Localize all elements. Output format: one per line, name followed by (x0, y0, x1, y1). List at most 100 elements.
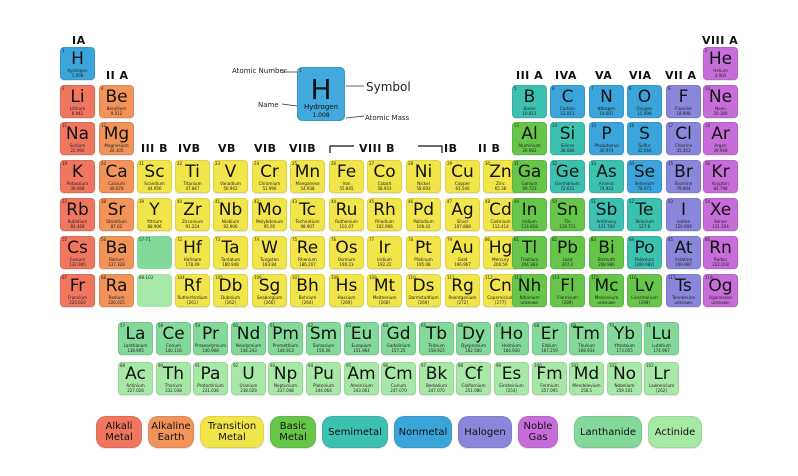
element-cell-bk[interactable]: 97 Bk Berkelium 247.070 (419, 362, 454, 395)
element-cell-tb[interactable]: 65 Tb Terbium 158.925 (419, 322, 454, 355)
element-cell-es[interactable]: 99 Es Einsteinium [254] (494, 362, 529, 395)
element-cell-pm[interactable]: 61 Pm Promethium 144.913 (268, 322, 303, 355)
element-cell-ts[interactable]: 117 Ts Tennessine unknown (666, 274, 701, 307)
element-cell-zr[interactable]: 40 Zr Zirconium 91.224 (175, 198, 210, 231)
element-cell-cl[interactable]: 17 Cl Chlorine 35.453 (666, 122, 701, 155)
element-cell-mc[interactable]: 115 Mc Moscovium unknown (589, 274, 624, 307)
element-cell-mo[interactable]: 42 Mo Molybdenum 95.95 (252, 198, 287, 231)
element-cell-th[interactable]: 90 Th Thorium 232.038 (156, 362, 191, 395)
element-cell-xe[interactable]: 54 Xe Xenon 131.294 (703, 198, 738, 231)
element-cell-fr[interactable]: 87 Fr Francium 223.020 (60, 274, 95, 307)
element-cell-ir[interactable]: 77 Ir Iridium 192.22 (367, 236, 402, 269)
element-cell-ar[interactable]: 18 Ar Argon 39.948 (703, 122, 738, 155)
element-cell-md[interactable]: 101 Md Mendelevium 258.1 (569, 362, 604, 395)
element-cell-au[interactable]: 79 Au Gold 196.967 (445, 236, 480, 269)
element-cell-ba[interactable]: 56 Ba Barium 137.328 (99, 236, 134, 269)
element-cell-fl[interactable]: 114 Fl Flerovium [289] (550, 274, 585, 307)
element-cell-w[interactable]: 74 W Tungsten 183.84 (252, 236, 287, 269)
element-cell-ru[interactable]: 44 Ru Ruthenium 101.07 (329, 198, 364, 231)
element-cell-be[interactable]: 4 Be Beryllium 9.012 (99, 85, 134, 118)
element-cell-br[interactable]: 35 Br Bromine 79.904 (666, 160, 701, 193)
element-cell-sc[interactable]: 21 Sc Scandium 44.956 (137, 160, 172, 193)
element-cell-lr[interactable]: 103 Lr Lawrencium [262] (644, 362, 679, 395)
element-cell-he[interactable]: 2 He Helium 4.003 (703, 47, 738, 80)
element-cell-pa[interactable]: 91 Pa Protactinium 231.036 (193, 362, 228, 395)
element-cell-as[interactable]: 33 As Arsenic 74.922 (589, 160, 624, 193)
element-cell-kr[interactable]: 36 Kr Krypton 84.798 (703, 160, 738, 193)
element-cell-ds[interactable]: 110 Ds Darmstadtium [269] (406, 274, 441, 307)
element-cell-ga[interactable]: 31 Ga Gallium 69.723 (512, 160, 547, 193)
element-cell-u[interactable]: 92 U Uranium 238.029 (231, 362, 266, 395)
element-cell-ne[interactable]: 10 Ne Neon 20.180 (703, 85, 738, 118)
element-cell-ti[interactable]: 22 Ti Titanium 47.867 (175, 160, 210, 193)
element-cell-og[interactable]: 118 Og Oganesson unknown (703, 274, 738, 307)
element-cell-s[interactable]: 16 S Sulfur 32.066 (627, 122, 662, 155)
element-cell-ce[interactable]: 58 Ce Cerium 140.116 (156, 322, 191, 355)
element-cell-re[interactable]: 75 Re Rhenium 186.207 (290, 236, 325, 269)
element-cell-b[interactable]: 5 B Boron 10.811 (512, 85, 547, 118)
element-cell-bh[interactable]: 107 Bh Bohrium [264] (290, 274, 325, 307)
element-cell-co[interactable]: 27 Co Cobalt 58.933 (367, 160, 402, 193)
element-cell-at[interactable]: 85 At Astatine 209.987 (666, 236, 701, 269)
element-cell-v[interactable]: 23 V Vanadium 50.942 (213, 160, 248, 193)
element-cell-ge[interactable]: 32 Ge Germanium 72.631 (550, 160, 585, 193)
element-cell-er[interactable]: 68 Er Erbium 167.259 (532, 322, 567, 355)
element-cell-n[interactable]: 7 N Nitrogen 14.007 (589, 85, 624, 118)
element-cell-mn[interactable]: 25 Mn Manganese 54.938 (290, 160, 325, 193)
element-cell-k[interactable]: 19 K Potassium 39.098 (60, 160, 95, 193)
element-cell-in[interactable]: 49 In Indium 114.818 (512, 198, 547, 231)
element-cell-ta[interactable]: 73 Ta Tantalum 180.948 (213, 236, 248, 269)
element-cell-eu[interactable]: 63 Eu Europium 151.964 (344, 322, 379, 355)
element-cell-cf[interactable]: 98 Cf Californium 251.080 (456, 362, 491, 395)
element-cell-yb[interactable]: 70 Yb Ytterbium 173.055 (607, 322, 642, 355)
element-cell-i[interactable]: 53 I Iodine 126.904 (666, 198, 701, 231)
element-cell-ac[interactable]: 89 Ac Actinium 227.028 (118, 362, 153, 395)
element-cell-cm[interactable]: 96 Cm Curium 247.070 (381, 362, 416, 395)
element-cell-ca[interactable]: 20 Ca Calcium 40.078 (99, 160, 134, 193)
element-cell-pt[interactable]: 78 Pt Platinum 195.08 (406, 236, 441, 269)
element-cell-la[interactable]: 57 La Lanthanum 138.905 (118, 322, 153, 355)
element-cell-lv[interactable]: 116 Lv Livermorium [298] (627, 274, 662, 307)
element-cell-nd[interactable]: 60 Nd Neodymium 144.243 (231, 322, 266, 355)
element-cell-sn[interactable]: 50 Sn Tin 118.711 (550, 198, 585, 231)
element-cell-nh[interactable]: 113 Nh Nihonium unknown (512, 274, 547, 307)
element-cell-pd[interactable]: 46 Pd Palladium 106.42 (406, 198, 441, 231)
element-cell-rf[interactable]: 104 Rf Rutherfordium [261] (175, 274, 210, 307)
element-cell-fe[interactable]: 26 Fe Iron 55.845 (329, 160, 364, 193)
element-cell-am[interactable]: 95 Am Americium 243.061 (344, 362, 379, 395)
element-cell-hs[interactable]: 108 Hs Hassium [269] (329, 274, 364, 307)
element-cell-cs[interactable]: 55 Cs Cesium 132.905 (60, 236, 95, 269)
element-cell-rg[interactable]: 111 Rg Roentgenium [272] (445, 274, 480, 307)
element-cell-fm[interactable]: 100 Fm Fermium 257.095 (532, 362, 567, 395)
element-cell-po[interactable]: 84 Po Polonium [208.982] (627, 236, 662, 269)
element-cell-o[interactable]: 8 O Oxygen 15.999 (627, 85, 662, 118)
element-cell-pr[interactable]: 59 Pr Praseodymium 140.908 (193, 322, 228, 355)
element-cell-ag[interactable]: 47 Ag Silver 107.868 (445, 198, 480, 231)
element-cell-sg[interactable]: 106 Sg Seaborgium [266] (252, 274, 287, 307)
element-cell-dy[interactable]: 66 Dy Dysprosium 162.500 (456, 322, 491, 355)
element-cell-db[interactable]: 105 Db Dubnium [262] (213, 274, 248, 307)
element-cell-gd[interactable]: 64 Gd Gadolinium 157.25 (381, 322, 416, 355)
element-cell-lu[interactable]: 71 Lu Lutetium 174.967 (644, 322, 679, 355)
element-cell-no[interactable]: 102 No Nobelium 259.101 (607, 362, 642, 395)
element-cell-se[interactable]: 34 Se Selenium 78.971 (627, 160, 662, 193)
element-cell-mg[interactable]: 12 Mg Magnesium 24.305 (99, 122, 134, 155)
element-cell-tc[interactable]: 43 Tc Technetium 98.907 (290, 198, 325, 231)
element-cell-tm[interactable]: 69 Tm Thulium 168.934 (569, 322, 604, 355)
element-cell-na[interactable]: 11 Na Sodium 22.990 (60, 122, 95, 155)
element-cell-p[interactable]: 15 P Phosphorus 30.974 (589, 122, 624, 155)
element-cell-si[interactable]: 14 Si Silicon 28.086 (550, 122, 585, 155)
element-cell-rh[interactable]: 45 Rh Rhodium 102.906 (367, 198, 402, 231)
element-cell-os[interactable]: 76 Os Osmium 190.23 (329, 236, 364, 269)
element-cell-ho[interactable]: 67 Ho Holmium 164.930 (494, 322, 529, 355)
element-cell-bi[interactable]: 83 Bi Bismuth 208.980 (589, 236, 624, 269)
element-cell-te[interactable]: 52 Te Tellurium 127.6 (627, 198, 662, 231)
element-cell-ni[interactable]: 28 Ni Nickel 58.693 (406, 160, 441, 193)
element-cell-tl[interactable]: 81 Tl Thallium 204.383 (512, 236, 547, 269)
element-cell-sm[interactable]: 62 Sm Samarium 150.36 (306, 322, 341, 355)
element-cell-hf[interactable]: 72 Hf Hafnium 178.49 (175, 236, 210, 269)
element-cell-sb[interactable]: 51 Sb Antimony 121.760 (589, 198, 624, 231)
element-cell-cu[interactable]: 29 Cu Copper 63.546 (445, 160, 480, 193)
element-cell-f[interactable]: 9 F Fluorine 18.998 (666, 85, 701, 118)
element-cell-c[interactable]: 6 C Carbon 12.011 (550, 85, 585, 118)
